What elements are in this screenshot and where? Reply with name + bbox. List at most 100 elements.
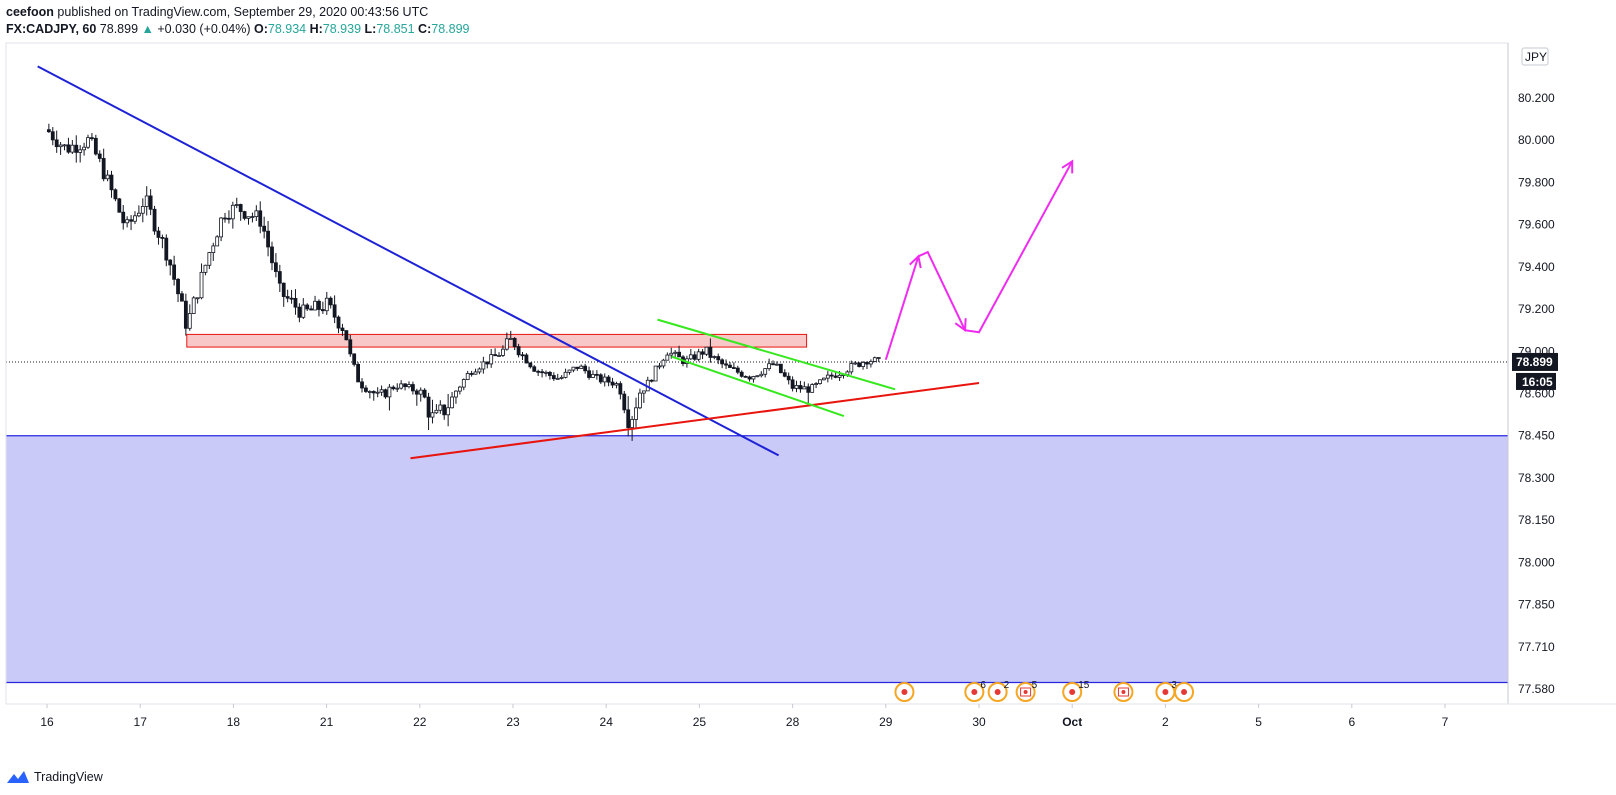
candle-body [183, 300, 188, 329]
candle-body [739, 371, 744, 377]
candle [262, 216, 267, 239]
open-label: O: [253, 22, 268, 36]
candle-body [798, 385, 803, 390]
event-dot [971, 689, 978, 695]
candle [536, 369, 541, 377]
candle-body [336, 316, 341, 329]
candle [160, 234, 165, 249]
candle [277, 264, 282, 292]
candle [215, 235, 220, 247]
candle [575, 366, 580, 371]
footer-brand-text: TradingView [34, 770, 103, 784]
candle [638, 388, 642, 410]
candle [775, 361, 779, 366]
candle-body [305, 304, 310, 310]
candle [281, 282, 286, 307]
author-name[interactable]: ceefoon [6, 5, 54, 19]
candle-body [203, 264, 208, 273]
candle-body [814, 383, 818, 385]
candle-body [270, 246, 274, 264]
candle [497, 352, 501, 357]
time-tick-label: 18 [227, 715, 241, 729]
candle [454, 390, 458, 404]
candle-body [825, 374, 830, 379]
candle [540, 368, 544, 378]
candle-body [129, 219, 133, 222]
close-value: 78.899 [431, 22, 470, 36]
candle-body [669, 352, 674, 356]
candle-body [594, 373, 599, 376]
candle [82, 142, 86, 156]
time-tick-label: 23 [506, 715, 520, 729]
candle-body [763, 368, 768, 375]
candle [716, 353, 721, 365]
time-tick-label: 24 [600, 715, 614, 729]
candle-body [195, 297, 200, 300]
candle-body [857, 362, 862, 367]
candle [868, 359, 873, 368]
candle [810, 383, 815, 393]
candle-body [289, 297, 294, 300]
footer-branding[interactable]: TradingView [6, 770, 103, 784]
candle [422, 388, 427, 399]
candle [818, 379, 822, 385]
candle [747, 375, 752, 382]
candle-body [461, 379, 466, 388]
candle [857, 362, 862, 368]
candle [501, 345, 505, 358]
currency-label: JPY [1521, 47, 1549, 66]
price-tick-label: 79.400 [1518, 260, 1555, 274]
candle [78, 145, 83, 163]
candle [266, 220, 270, 257]
candle [708, 338, 713, 363]
candle-body [156, 230, 161, 238]
candle-body [818, 379, 822, 384]
candle [238, 203, 243, 221]
candle [117, 197, 122, 213]
economic-event-icon [1174, 682, 1195, 702]
candle-body [258, 210, 263, 227]
candle [524, 353, 529, 364]
candle [661, 358, 666, 369]
event-count: 15 [1078, 680, 1090, 691]
candle-body [46, 129, 51, 133]
candle-body [516, 346, 521, 356]
candle-body [62, 144, 67, 147]
candle-body [810, 384, 815, 393]
candle [469, 370, 474, 377]
candle-body [144, 195, 149, 207]
candle [649, 379, 654, 383]
candle [591, 370, 595, 378]
candle-body [422, 389, 427, 398]
candle-body [465, 373, 470, 380]
candle [58, 142, 63, 155]
candle [704, 346, 709, 356]
candle [763, 368, 768, 378]
projection-arrowhead [1061, 159, 1074, 174]
candle [493, 348, 498, 357]
candle [587, 366, 591, 380]
descending-trendline [37, 65, 780, 457]
candle-body [802, 386, 807, 390]
candle [555, 373, 560, 380]
candle [825, 370, 830, 383]
candle-body [281, 282, 286, 297]
time-tick-label: Oct [1062, 715, 1082, 729]
symbol-label[interactable]: FX:CADJPY, 60 [6, 22, 97, 36]
candle [688, 348, 693, 361]
candle [297, 303, 302, 323]
candle [54, 130, 59, 153]
candle-body [438, 404, 443, 411]
candle-body [567, 369, 572, 373]
candle-body [230, 204, 235, 220]
candle-body [140, 206, 145, 214]
candle-body [536, 370, 541, 373]
candle-body [829, 374, 834, 377]
candle-body [454, 390, 458, 398]
candle-body [504, 338, 509, 350]
candle-body [90, 137, 94, 140]
candle-body [70, 144, 75, 153]
candle-body [223, 217, 227, 220]
candle-body [806, 386, 811, 393]
